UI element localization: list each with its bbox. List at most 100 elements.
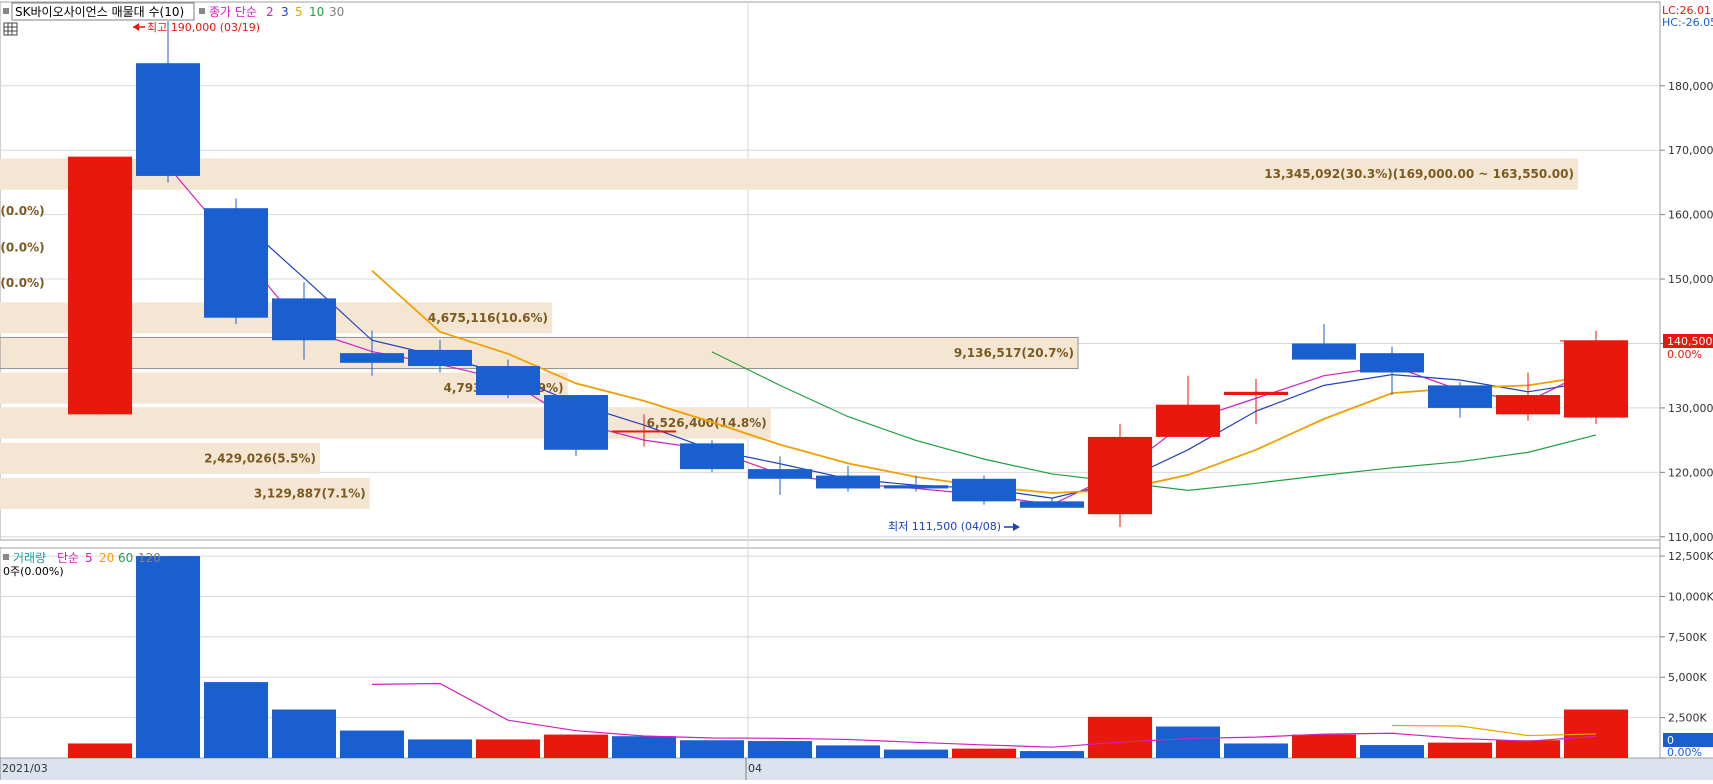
candle-body — [408, 349, 472, 367]
candle-body — [680, 443, 744, 470]
volume-bar — [884, 749, 948, 758]
candle-body — [952, 478, 1016, 502]
price-ma-legend-30[interactable]: 30 — [329, 5, 344, 19]
volume-profile-label: 9,136,517(20.7%) — [954, 346, 1074, 360]
volume-profile-label: 0(0.0%) — [0, 204, 45, 218]
candle-body — [1224, 391, 1288, 396]
current-volume-change: 0.00% — [1667, 746, 1702, 759]
ma-line-2 — [167, 165, 1597, 506]
volume-profile-bands: 13,345,092(30.3%)(169,000.00 ~ 163,550.0… — [0, 158, 1578, 510]
lc-readout: LC:26.01 — [1662, 4, 1711, 17]
ma-line-10 — [711, 351, 1597, 491]
current-price-change: 0.00% — [1667, 348, 1702, 361]
candle-body — [1564, 340, 1628, 418]
volume-profile-label: 13,345,092(30.3%)(169,000.00 ~ 163,550.0… — [1264, 167, 1574, 181]
legend-toggle-square[interactable] — [3, 8, 9, 14]
volume-bar — [816, 745, 880, 758]
price-ma-legend-5[interactable]: 5 — [295, 5, 303, 19]
volume-bar — [204, 682, 268, 758]
volume-bar — [1292, 734, 1356, 758]
volume-bar — [952, 748, 1016, 758]
svg-text:최고 190,000 (03/19): 최고 190,000 (03/19) — [147, 21, 260, 34]
price-tick-label: 110,000 — [1668, 531, 1713, 544]
price-ma-legend-3[interactable]: 3 — [281, 5, 289, 19]
volume-bar — [1224, 743, 1288, 758]
legend-toggle-square-2[interactable] — [199, 8, 205, 14]
title-box[interactable] — [11, 2, 195, 21]
time-tick-label: 04 — [748, 762, 762, 775]
volume-bar — [340, 730, 404, 758]
svg-text:최저 111,500 (04/08): 최저 111,500 (04/08) — [888, 520, 1001, 533]
current-price-badge — [1663, 334, 1713, 348]
volume-ma-legend-60[interactable]: 60 — [118, 551, 133, 565]
volume-bar — [1360, 745, 1424, 758]
time-tick-label: 2021/03 — [2, 762, 48, 775]
volume-profile-label: 6,526,400(14.8%) — [647, 416, 767, 430]
volume-ma-legend-120[interactable]: 120 — [138, 551, 161, 565]
low-price-annotation: 최저 111,500 (04/08) — [888, 520, 1020, 533]
volume-axis-labels: 2,500K 5,000K 7,500K 10,000K 12,500K — [1660, 550, 1713, 759]
candle-body — [136, 63, 200, 176]
volume-bar — [1156, 726, 1220, 758]
volume-bar — [68, 743, 132, 758]
price-tick-label: 150,000 — [1668, 273, 1713, 286]
volume-bar — [612, 736, 676, 758]
candle-body — [476, 366, 540, 396]
current-volume-value: 0 — [1667, 734, 1674, 747]
candle-body — [340, 353, 404, 363]
candle-body — [1292, 343, 1356, 360]
volume-ma-legend-5[interactable]: 5 — [85, 551, 93, 565]
price-ma-legend-2[interactable]: 2 — [266, 5, 274, 19]
volume-ma-legend-20[interactable]: 20 — [99, 551, 114, 565]
candle-body — [816, 475, 880, 489]
candle-body — [1428, 385, 1492, 408]
candle-body — [204, 208, 268, 318]
volume-tick-label: 7,500K — [1668, 631, 1707, 644]
volume-tick-label: 2,500K — [1668, 712, 1707, 725]
candle-body — [612, 430, 676, 433]
price-tick-label: 120,000 — [1668, 466, 1713, 479]
volume-bars — [68, 556, 1628, 758]
volume-bar — [748, 741, 812, 758]
candle-body — [1360, 353, 1424, 373]
candle-body — [68, 156, 132, 415]
volume-bar — [408, 739, 472, 758]
price-tick-label: 130,000 — [1668, 402, 1713, 415]
volume-tick-label: 5,000K — [1668, 671, 1707, 684]
volume-ma-line-5 — [371, 682, 1597, 748]
candle-body — [1156, 404, 1220, 437]
volume-bar — [1020, 751, 1084, 758]
current-price-value: 140,500 — [1667, 335, 1713, 348]
price-ma-legend-10[interactable]: 10 — [309, 5, 324, 19]
volume-bar — [680, 740, 744, 758]
price-tick-label: 170,000 — [1668, 144, 1713, 157]
candle-body — [544, 395, 608, 450]
candle-body — [272, 298, 336, 341]
volume-legend-label: 거래량 — [13, 551, 46, 565]
volume-bar — [272, 709, 336, 758]
candle-body — [884, 485, 948, 489]
volume-ma-line-20 — [1391, 724, 1597, 737]
chart-title: SK바이오사이언스 매물대 수(10) — [15, 5, 184, 19]
volume-profile-label: 3,129,887(7.1%) — [254, 486, 366, 500]
volume-profile-label: 0(0.0%) — [0, 276, 45, 290]
volume-bar — [476, 739, 540, 758]
volume-profile-label: 2,429,026(5.5%) — [204, 451, 316, 465]
volume-zero-readout: 0주(0.00%) — [3, 565, 64, 578]
volume-profile-band — [0, 477, 370, 510]
volume-bar — [1428, 742, 1492, 758]
candle-body — [1088, 436, 1152, 515]
volume-legend-toggle[interactable] — [3, 554, 9, 560]
volume-bar — [544, 734, 608, 758]
volume-bar — [1564, 709, 1628, 758]
time-axis-labels: 2021/030404/20 — [0, 758, 762, 780]
candle-body — [748, 469, 812, 479]
volume-profile-band — [0, 336, 1079, 370]
table-icon[interactable] — [3, 22, 18, 36]
candlestick-series — [68, 21, 1628, 528]
volume-tick-label: 10,000K — [1668, 590, 1713, 603]
volume-bar — [1496, 740, 1560, 758]
price-tick-label: 180,000 — [1668, 80, 1713, 93]
